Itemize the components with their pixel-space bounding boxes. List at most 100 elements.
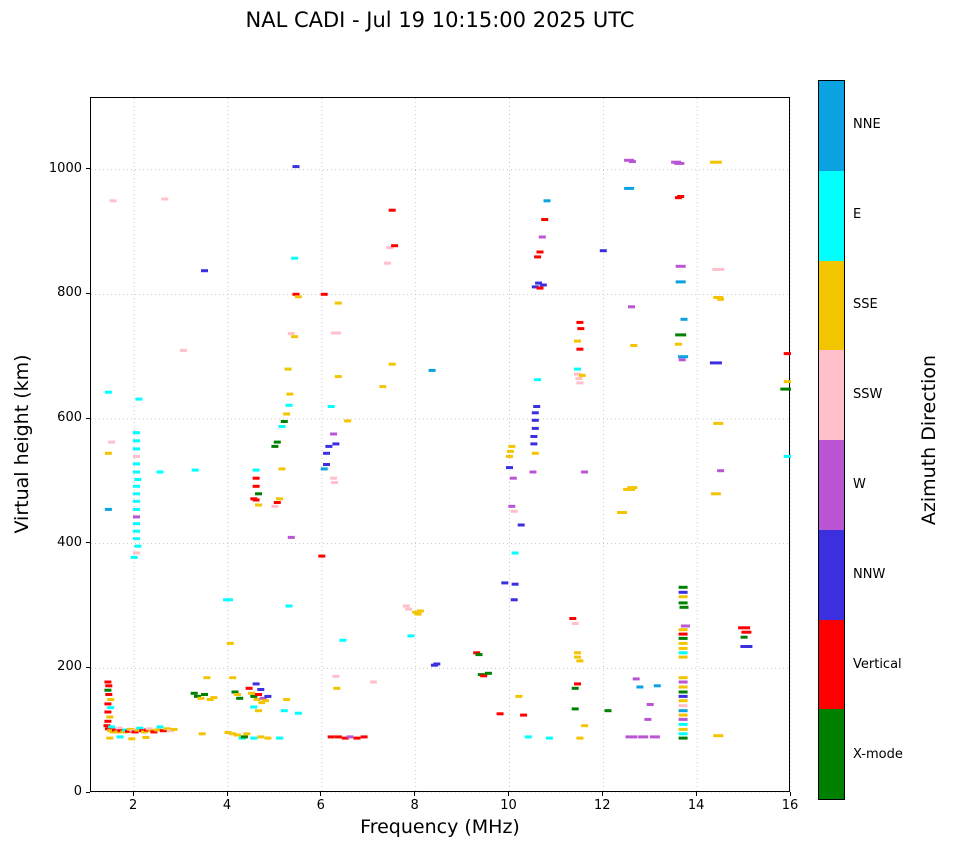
x-tick-label: 12 [594, 798, 611, 813]
data-point [530, 442, 538, 446]
x-tick-label: 14 [687, 798, 705, 813]
data-point [332, 442, 340, 446]
data-point [511, 551, 519, 555]
y-tick [86, 666, 90, 668]
data-point [538, 235, 546, 239]
colorbar-segment-e [819, 170, 844, 261]
data-point [105, 693, 113, 696]
data-point [125, 729, 132, 733]
data-point [783, 352, 791, 356]
data-point [678, 713, 688, 717]
data-point [327, 405, 335, 408]
data-point [506, 454, 513, 458]
data-point [280, 420, 288, 423]
y-tick-label: 400 [57, 534, 82, 550]
data-point [627, 486, 638, 490]
data-point [133, 462, 140, 466]
data-point [783, 454, 791, 458]
data-point [679, 605, 689, 609]
data-point [710, 492, 721, 496]
data-point [283, 412, 291, 416]
data-point [273, 501, 281, 504]
data-point [576, 381, 584, 385]
y-tick [86, 168, 90, 170]
data-point [240, 735, 248, 739]
data-point [106, 715, 114, 719]
data-point [280, 709, 288, 713]
data-point [680, 624, 690, 628]
data-point [678, 595, 688, 599]
data-point [229, 676, 237, 680]
data-point [252, 682, 260, 686]
data-point [531, 411, 539, 415]
data-point [678, 680, 688, 684]
x-tick [695, 792, 697, 796]
chart-title: NAL CADI - Jul 19 10:15:00 2025 UTC [245, 8, 635, 32]
data-point [576, 736, 584, 740]
data-point [581, 470, 589, 474]
data-point [740, 635, 748, 639]
x-tick [320, 792, 322, 796]
data-point [531, 451, 539, 455]
data-point [133, 515, 140, 519]
x-tick [508, 792, 509, 796]
data-point [104, 390, 112, 394]
data-point [255, 503, 262, 507]
data-point [318, 554, 326, 558]
data-point [678, 632, 688, 636]
colorbar-segment-nnw [819, 529, 844, 620]
colorbar-title: Azimuth Direction [918, 354, 940, 526]
data-point [780, 387, 791, 391]
data-point [407, 634, 415, 638]
data-point [391, 244, 399, 248]
data-point [109, 730, 117, 734]
data-point [294, 295, 302, 299]
data-point [341, 736, 349, 740]
data-point [531, 285, 539, 289]
data-point [575, 377, 583, 380]
data-point [416, 609, 424, 613]
colorbar-label: X-mode [853, 747, 903, 762]
data-point [678, 736, 688, 740]
data-point [678, 694, 688, 698]
data-point [103, 724, 111, 728]
data-point [134, 478, 142, 481]
data-point [206, 698, 214, 701]
data-point [678, 636, 688, 640]
x-tick [132, 792, 134, 796]
y-tick [86, 791, 90, 793]
data-point [678, 717, 688, 721]
data-point [402, 604, 410, 608]
data-point [108, 725, 116, 729]
data-point [717, 469, 725, 473]
data-point [264, 694, 272, 698]
data-point [506, 449, 514, 453]
data-point [276, 736, 284, 740]
data-point [344, 419, 352, 423]
data-point [506, 466, 513, 470]
data-point [510, 598, 518, 602]
data-point [284, 367, 292, 371]
data-point [133, 507, 140, 511]
data-point [574, 655, 581, 659]
data-point [150, 730, 158, 734]
data-point [678, 727, 688, 731]
data-point [675, 333, 687, 337]
data-point [649, 735, 660, 739]
data-point [678, 704, 688, 708]
data-point [250, 705, 258, 709]
data-point [136, 726, 144, 730]
data-point [678, 651, 688, 655]
data-point [624, 186, 635, 190]
data-point [644, 717, 652, 721]
data-point [250, 497, 258, 501]
data-point [294, 711, 302, 715]
data-point [287, 332, 295, 336]
data-point [191, 468, 199, 472]
data-point [163, 727, 171, 731]
data-point [271, 444, 279, 448]
data-point [262, 699, 269, 703]
data-point [248, 691, 255, 695]
data-point [109, 199, 117, 203]
